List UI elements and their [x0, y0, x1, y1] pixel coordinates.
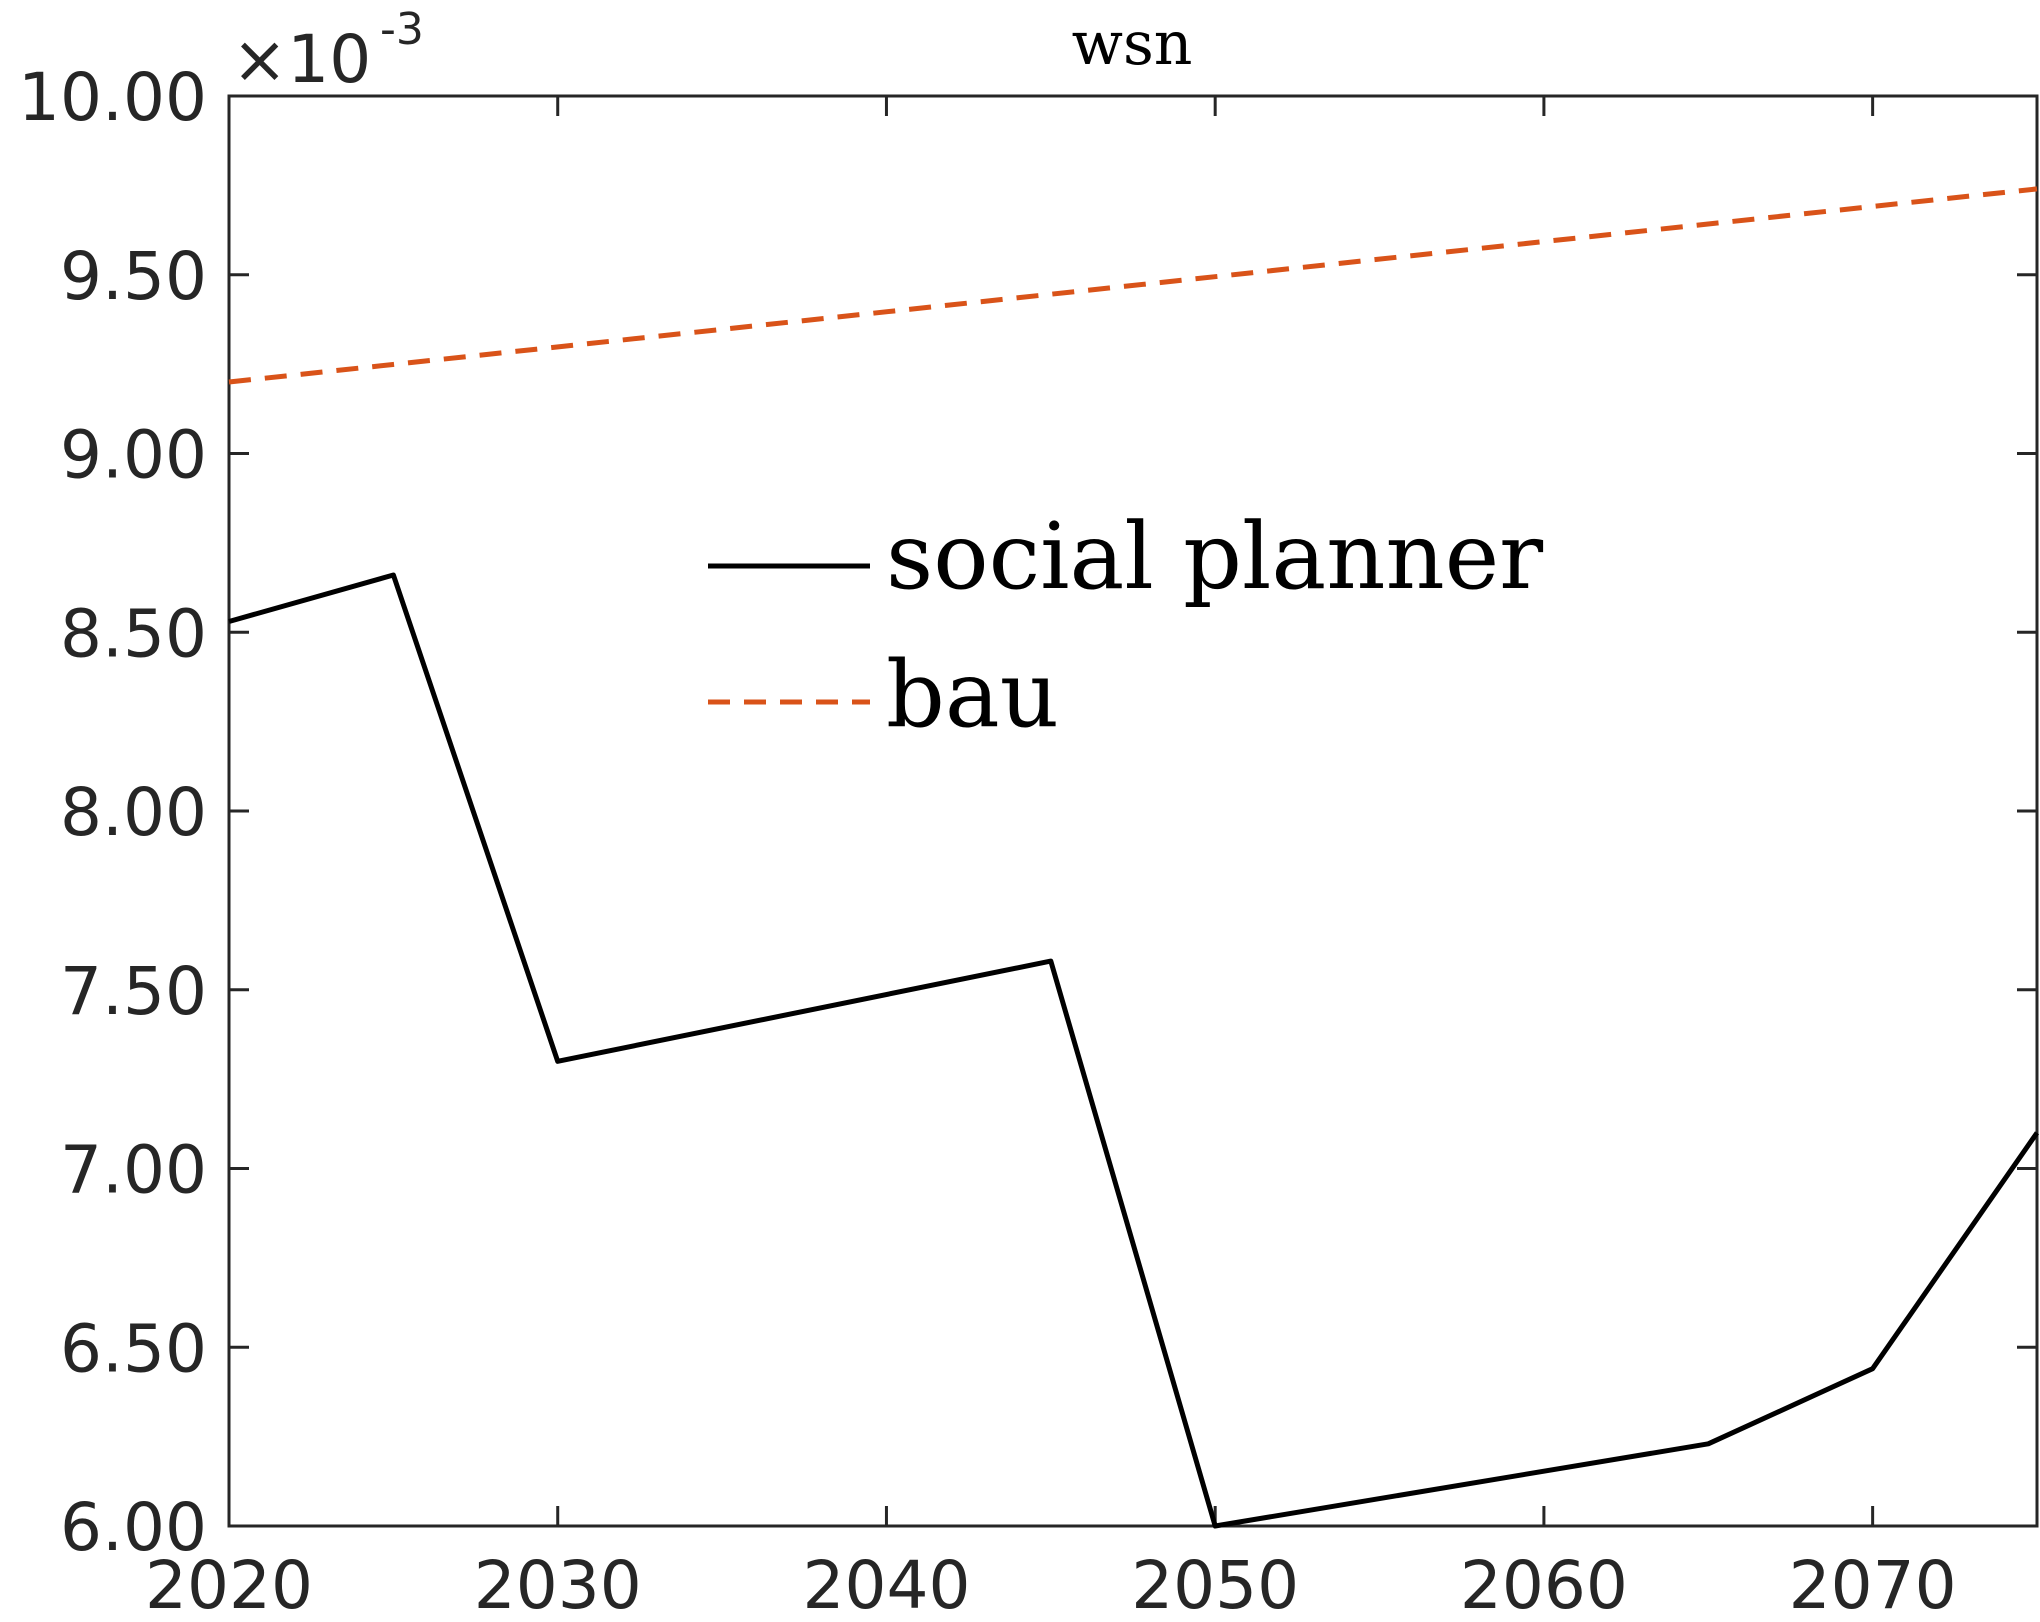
- y-tick-label: 7.50: [60, 953, 207, 1030]
- legend-label-bau: bau: [886, 641, 1059, 748]
- y-multiplier-exponent: -3: [380, 4, 424, 55]
- axes-box: [227, 94, 2039, 1528]
- x-tick-label: 2040: [802, 1547, 970, 1622]
- chart-title: wsn: [1072, 9, 1193, 79]
- y-tick-label: 6.50: [60, 1310, 207, 1387]
- x-tick-label: 2030: [474, 1547, 642, 1622]
- y-tick-label: 7.00: [60, 1132, 207, 1209]
- y-multiplier-base: ×10: [232, 21, 371, 98]
- y-tick-label: 8.00: [60, 774, 207, 851]
- x-tick-label: 2020: [145, 1547, 313, 1622]
- y-tick-label: 9.50: [60, 238, 207, 315]
- series-line-bau: [228, 186, 2038, 385]
- y-multiplier: ×10 -3: [232, 4, 424, 98]
- y-tick-label: 6.00: [60, 1489, 207, 1566]
- y-tick-label: 10.00: [18, 59, 207, 136]
- x-tick-label: 2060: [1460, 1547, 1628, 1622]
- x-tick-label: 2050: [1131, 1547, 1299, 1622]
- y-tick-label: 9.00: [60, 417, 207, 494]
- y-tick-label: 8.50: [60, 595, 207, 672]
- legend-label-social-planner: social planner: [886, 503, 1543, 610]
- series-line-social-planner: [228, 572, 2040, 1529]
- legend: social planner bau: [708, 503, 1543, 748]
- plot-area: 6.00 6.50 7.00 7.50 8.00 8.50 9.00 9.50 10.00 20…: [18, 59, 2040, 1622]
- series-layer: [228, 186, 2040, 1529]
- x-tick-label: 2070: [1789, 1547, 1957, 1622]
- x-axis: 2020 2030 2040 2050 2060 2070: [145, 96, 1957, 1622]
- y-axis: 6.00 6.50 7.00 7.50 8.00 8.50 9.00 9.50 10.00: [18, 59, 2037, 1566]
